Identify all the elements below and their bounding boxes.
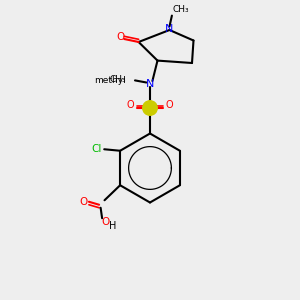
Text: Cl: Cl	[91, 144, 101, 154]
Text: O: O	[79, 197, 87, 207]
Text: S: S	[146, 103, 154, 113]
Text: methyl: methyl	[94, 76, 126, 85]
Text: N: N	[165, 23, 174, 34]
Text: O: O	[102, 217, 110, 227]
Text: CH₃: CH₃	[110, 75, 126, 84]
Text: O: O	[127, 100, 134, 110]
Text: O: O	[166, 100, 173, 110]
Text: O: O	[116, 32, 125, 43]
Text: H: H	[109, 221, 116, 231]
Text: N: N	[146, 79, 154, 89]
Text: CH₃: CH₃	[173, 5, 189, 14]
Circle shape	[143, 101, 157, 115]
